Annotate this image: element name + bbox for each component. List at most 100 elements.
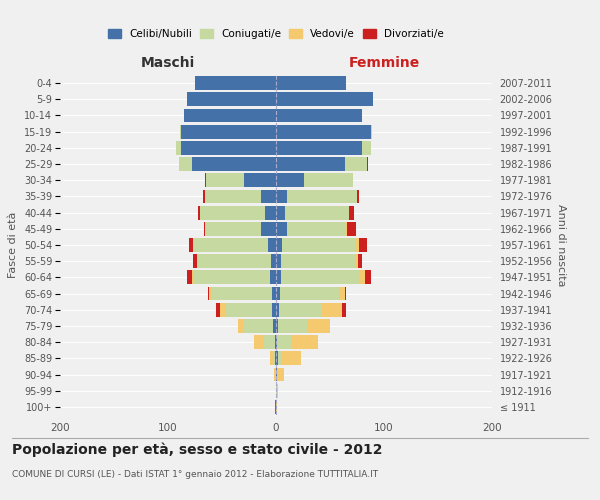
Bar [281,270,359,284]
Bar [276,384,277,398]
Bar [187,92,276,106]
Bar [181,125,276,138]
Bar [355,254,358,268]
Bar [275,352,276,365]
Bar [206,174,244,187]
Bar [276,368,277,382]
Bar [287,222,346,235]
Bar [209,286,212,300]
Bar [279,303,322,316]
Bar [276,254,281,268]
Bar [276,190,287,203]
Text: COMUNE DI CURSI (LE) - Dati ISTAT 1° gennaio 2012 - Elaborazione TUTTITALIA.IT: COMUNE DI CURSI (LE) - Dati ISTAT 1° gen… [12,470,378,479]
Bar [345,286,346,300]
Bar [356,238,359,252]
Bar [276,336,277,349]
Bar [265,206,276,220]
Bar [203,190,205,203]
Bar [212,286,272,300]
Y-axis label: Fasce di età: Fasce di età [8,212,19,278]
Bar [176,141,181,154]
Bar [261,190,276,203]
Bar [278,352,281,365]
Bar [193,238,268,252]
Bar [272,286,276,300]
Bar [179,157,192,171]
Bar [205,174,206,187]
Bar [215,303,220,316]
Bar [274,368,275,382]
Bar [287,190,357,203]
Bar [291,336,318,349]
Bar [192,270,194,284]
Bar [278,319,308,333]
Bar [244,174,276,187]
Bar [276,222,287,235]
Bar [276,76,346,90]
Bar [238,319,242,333]
Bar [276,125,371,138]
Bar [362,141,371,154]
Bar [273,319,276,333]
Bar [276,270,281,284]
Bar [180,125,181,138]
Bar [304,174,353,187]
Bar [193,254,197,268]
Bar [263,336,275,349]
Bar [346,222,347,235]
Bar [200,206,265,220]
Bar [358,254,362,268]
Bar [197,254,271,268]
Bar [203,222,205,235]
Bar [276,141,362,154]
Bar [271,254,276,268]
Bar [276,303,279,316]
Bar [261,222,276,235]
Bar [275,368,276,382]
Bar [269,352,273,365]
Bar [254,336,263,349]
Bar [184,108,276,122]
Bar [205,190,261,203]
Bar [349,206,354,220]
Bar [188,238,193,252]
Bar [276,108,362,122]
Bar [277,368,278,382]
Bar [283,238,356,252]
Bar [342,303,346,316]
Y-axis label: Anni di nascita: Anni di nascita [556,204,566,286]
Bar [194,270,269,284]
Bar [276,157,345,171]
Bar [367,157,368,171]
Bar [220,303,226,316]
Bar [208,286,209,300]
Bar [226,303,272,316]
Bar [340,286,345,300]
Bar [357,190,359,203]
Bar [345,157,367,171]
Bar [278,368,284,382]
Bar [181,141,276,154]
Bar [198,206,200,220]
Bar [276,286,280,300]
Bar [281,352,301,365]
Bar [276,92,373,106]
Bar [276,400,277,414]
Bar [308,319,330,333]
Bar [281,254,355,268]
Legend: Celibi/Nubili, Coniugati/e, Vedovi/e, Divorziati/e: Celibi/Nubili, Coniugati/e, Vedovi/e, Di… [105,26,447,42]
Bar [272,303,276,316]
Bar [273,352,275,365]
Bar [322,303,342,316]
Bar [205,222,261,235]
Bar [275,400,276,414]
Bar [276,319,278,333]
Bar [365,270,371,284]
Bar [359,270,365,284]
Text: Popolazione per età, sesso e stato civile - 2012: Popolazione per età, sesso e stato civil… [12,442,383,457]
Bar [242,319,273,333]
Bar [195,76,276,90]
Bar [280,286,340,300]
Bar [275,336,276,349]
Bar [359,238,367,252]
